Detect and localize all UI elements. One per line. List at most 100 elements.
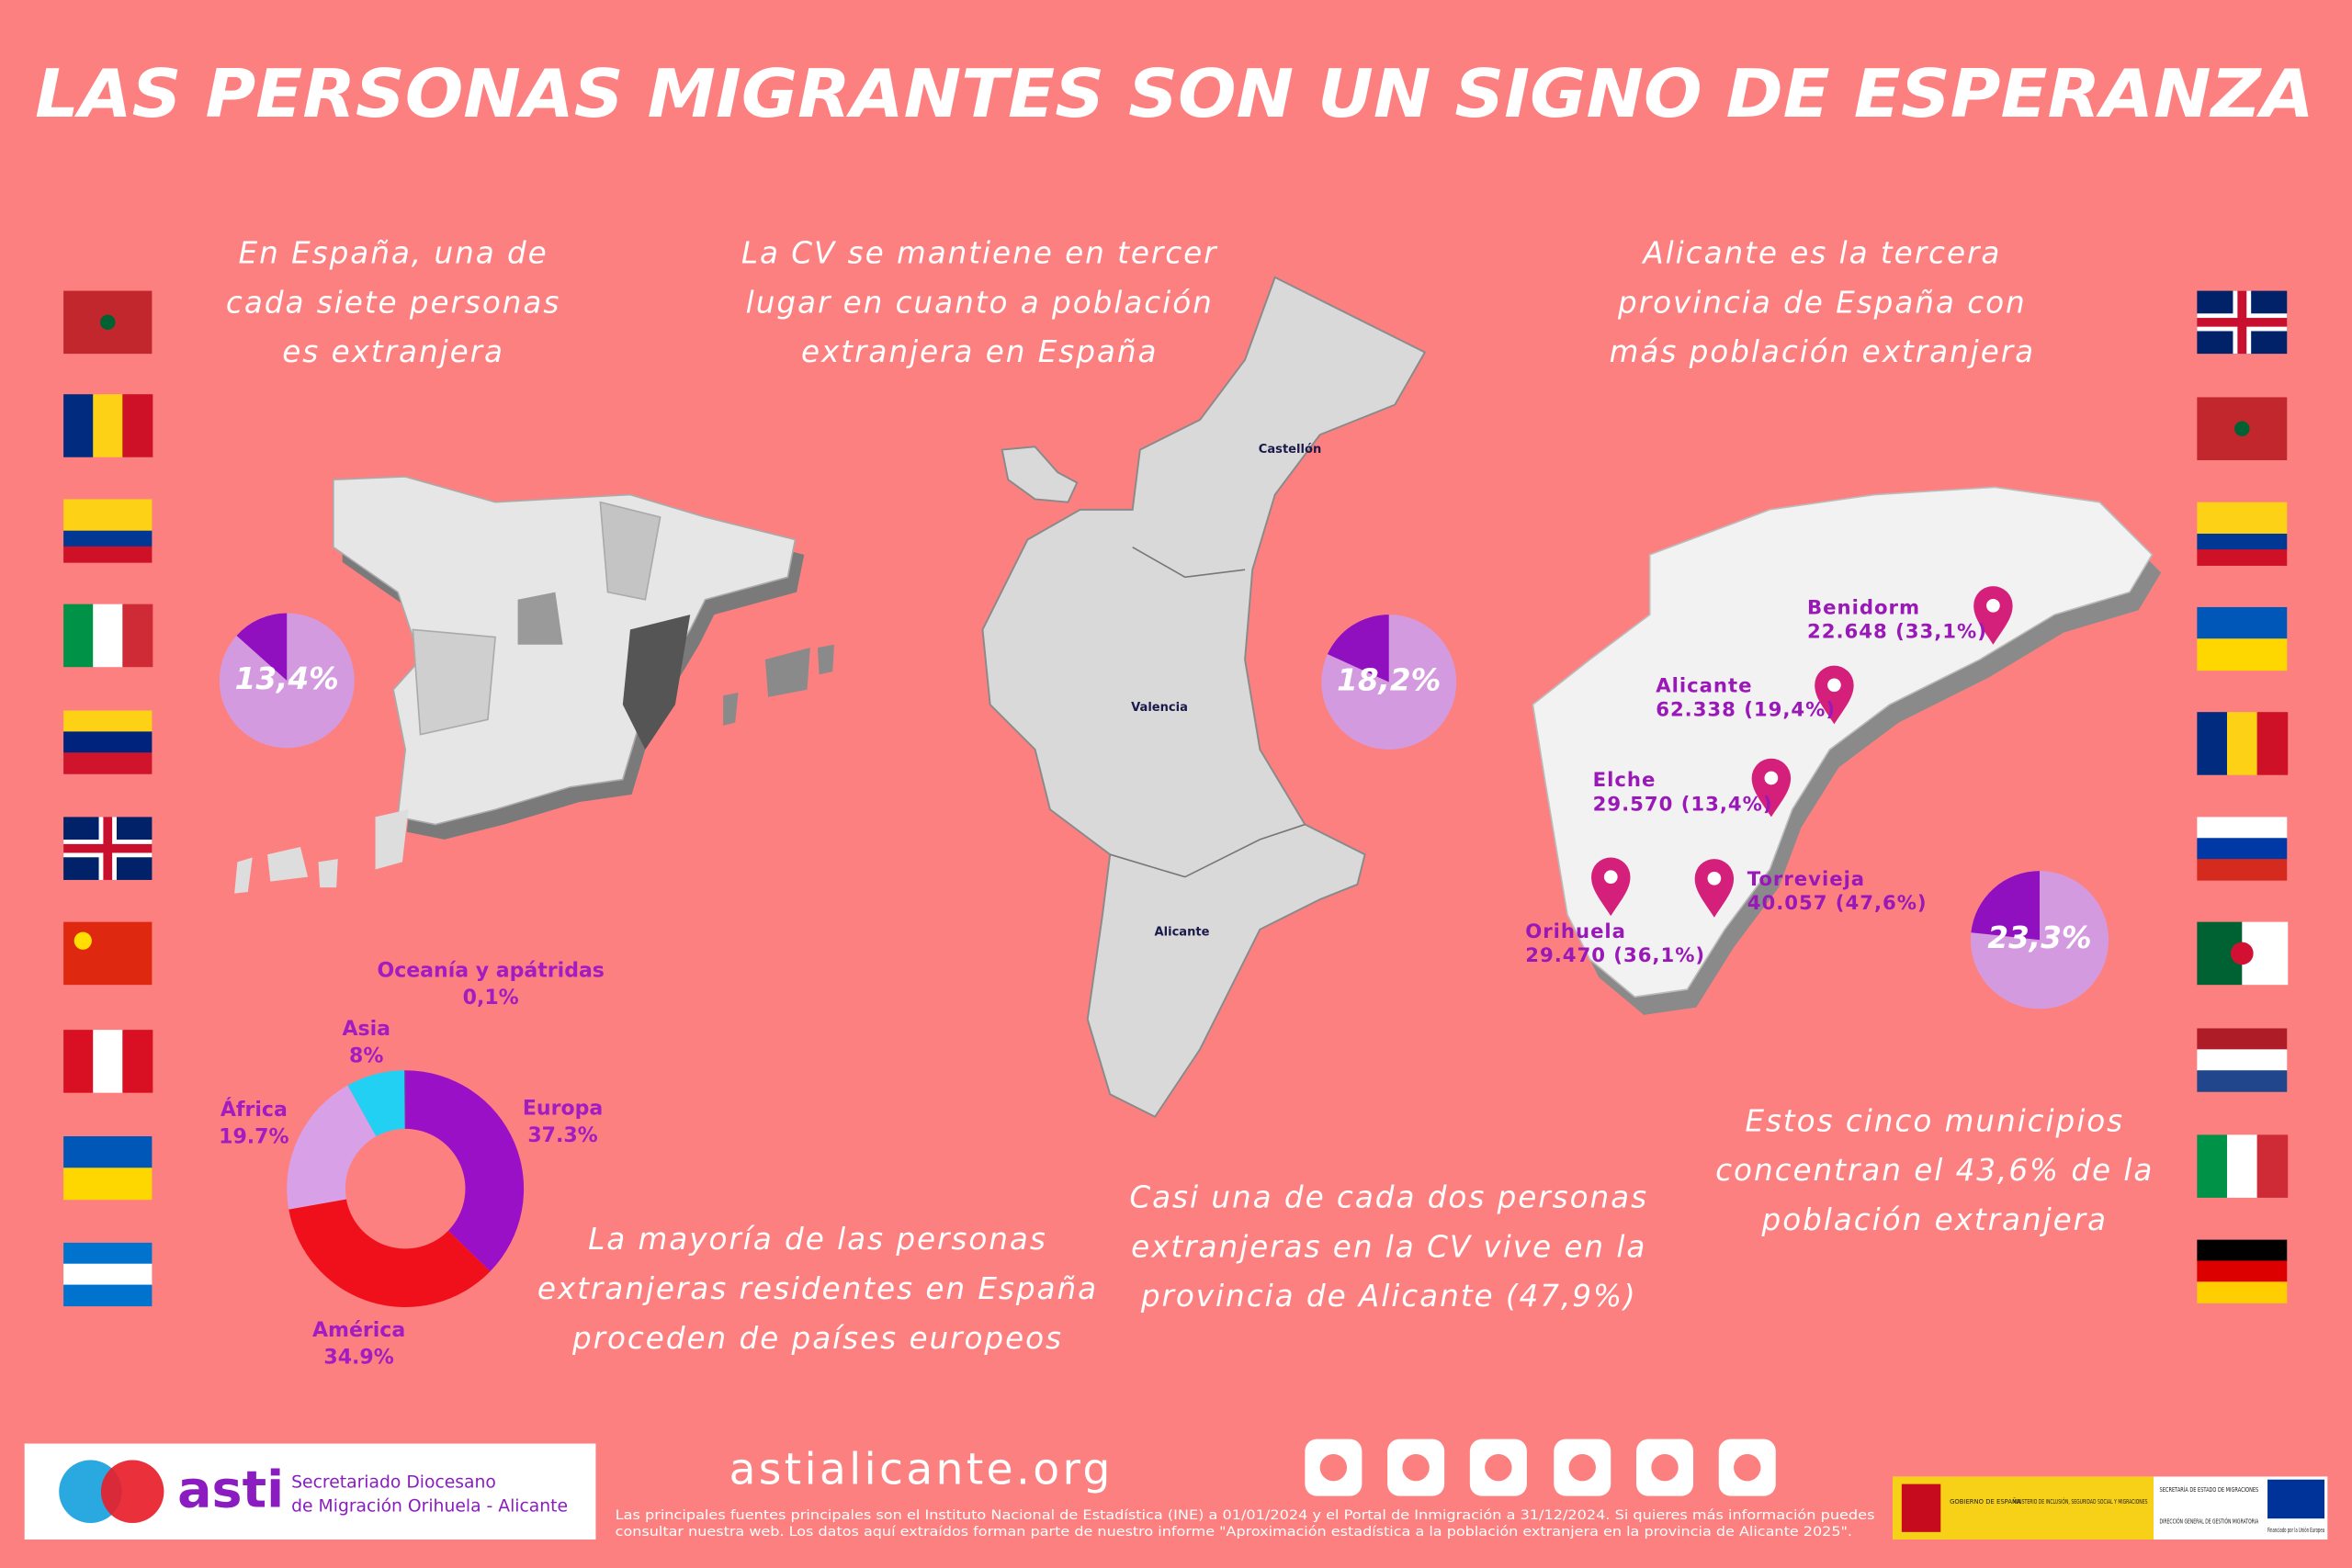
donut-segment	[405, 1070, 525, 1272]
flag-part	[63, 710, 153, 733]
flag-star	[74, 931, 92, 950]
social-glyph	[1402, 1453, 1430, 1482]
title: LAS PERSONAS MIGRANTES SON UN SIGNO DE E…	[35, 55, 2314, 132]
flag-part	[2197, 549, 2288, 566]
logo-text: asti	[177, 1461, 284, 1520]
flag-part	[63, 1263, 153, 1286]
flag-part	[2256, 1134, 2289, 1198]
panel-text: Alicante es la tercera	[1641, 235, 2001, 270]
municipality-figure: 29.470 (36,1%)	[1525, 944, 1705, 967]
flag-part	[2197, 817, 2288, 839]
map-label: Alicante	[1155, 926, 1210, 940]
flag-part	[2197, 838, 2288, 860]
flag-part	[63, 752, 153, 774]
partner: SECRETARÍA DE ESTADO DE MIGRACIONES	[2160, 1485, 2259, 1494]
pie-slice	[236, 613, 288, 681]
flag-emblem	[2234, 421, 2250, 436]
flag-part	[63, 546, 153, 563]
panel-text: extranjera en España	[801, 334, 1158, 369]
flag-part	[93, 1030, 124, 1093]
social-glyph	[1734, 1453, 1761, 1482]
flag-part	[122, 394, 153, 457]
pie-label: 18,2%	[1337, 663, 1441, 698]
donut-value: 0,1%	[463, 987, 519, 1010]
donut-segment	[404, 1070, 406, 1129]
flag-part	[103, 817, 113, 880]
panel-text: Casi una de cada dos personas	[1129, 1180, 1648, 1215]
donut-category: América	[312, 1319, 405, 1342]
panel-text: concentran el 43,6% de la	[1715, 1153, 2154, 1188]
valencia-map	[981, 276, 1427, 1119]
flag-part	[93, 394, 124, 457]
panel-text: extranjeras residentes en España	[537, 1271, 1098, 1306]
flag-part	[2197, 638, 2288, 671]
flag-part	[2197, 502, 2288, 519]
eu-flag	[2267, 1479, 2325, 1519]
coat-of-arms	[1901, 1483, 1941, 1532]
flag-part	[63, 1136, 153, 1168]
panel-text: proceden de países europeos	[571, 1321, 1063, 1356]
flag-part	[2237, 290, 2247, 355]
municipality-name: Alicante	[1656, 674, 1752, 697]
donut-value: 34.9%	[323, 1347, 393, 1370]
map-pin	[1815, 665, 1854, 725]
panel-text: La CV se mantiene en tercer	[741, 235, 1218, 270]
municipality-figure: 40.057 (47,6%)	[1747, 892, 1928, 915]
partner: GOBIERNO DE ESPAÑA	[1950, 1497, 2021, 1506]
donut-category: Asia	[342, 1018, 390, 1041]
flag-part	[2197, 1134, 2228, 1198]
partner: Financiado por la Unión Europea	[2267, 1527, 2324, 1534]
map-pin	[1591, 857, 1631, 917]
donut-segment	[347, 1070, 405, 1137]
municipality-figure: 62.338 (19,4%)	[1656, 699, 1836, 722]
website: astialicante.org	[729, 1445, 1114, 1495]
flag-part	[2197, 1028, 2288, 1051]
flag-part	[63, 921, 153, 986]
flag-part	[2197, 1239, 2288, 1262]
municipality-name: Torrevieja	[1747, 868, 1865, 891]
municipality-figure: 22.648 (33,1%)	[1807, 621, 1987, 644]
flag-part	[63, 1168, 153, 1201]
flag-part	[63, 1242, 153, 1265]
flag-part	[2226, 1134, 2258, 1198]
partner: DIRECCIÓN GENERAL DE GESTIÓN MIGRATORIA	[2160, 1517, 2259, 1525]
flag-part	[2197, 533, 2288, 550]
panel-text: cada siete personas	[226, 285, 560, 320]
flag-part	[122, 604, 153, 668]
panel-text: En España, una de	[239, 235, 548, 270]
donut-value: 37.3%	[527, 1124, 597, 1147]
panel-text: lugar en cuanto a población	[746, 285, 1214, 320]
flag-part	[63, 394, 95, 457]
flag-part	[2197, 859, 2288, 881]
flag-part	[63, 530, 153, 547]
logo-mark	[100, 1460, 164, 1524]
flag-part	[2197, 1281, 2288, 1303]
social-glyph	[1319, 1453, 1348, 1482]
map-pin	[1694, 859, 1735, 918]
map-pin-dot	[1827, 678, 1841, 693]
flag-part	[2197, 712, 2228, 775]
flag-part	[2197, 1260, 2288, 1282]
pie-slice	[1971, 871, 2040, 941]
flag-part	[63, 1284, 153, 1307]
flag-part	[63, 514, 153, 532]
flag-part	[2197, 1070, 2288, 1092]
map-label: Castellón	[1259, 443, 1321, 457]
flag-part	[2197, 1049, 2288, 1071]
panel-text: provincia de España con	[1617, 285, 2027, 320]
flag-emblem	[100, 314, 116, 331]
flag-emblem	[2230, 942, 2254, 965]
donut-value: 19.7%	[219, 1126, 288, 1149]
donut-value: 8%	[349, 1045, 383, 1068]
panel-text: es extranjera	[282, 334, 504, 369]
social-glyph	[1485, 1453, 1512, 1482]
organization: de Migración Orihuela - Alicante	[291, 1497, 568, 1517]
flag-part	[63, 731, 153, 753]
flag-part	[2256, 712, 2289, 775]
flag-part	[63, 499, 153, 516]
map-pin	[1751, 758, 1792, 818]
flag-part	[63, 1030, 95, 1093]
flag-part	[122, 1030, 153, 1093]
